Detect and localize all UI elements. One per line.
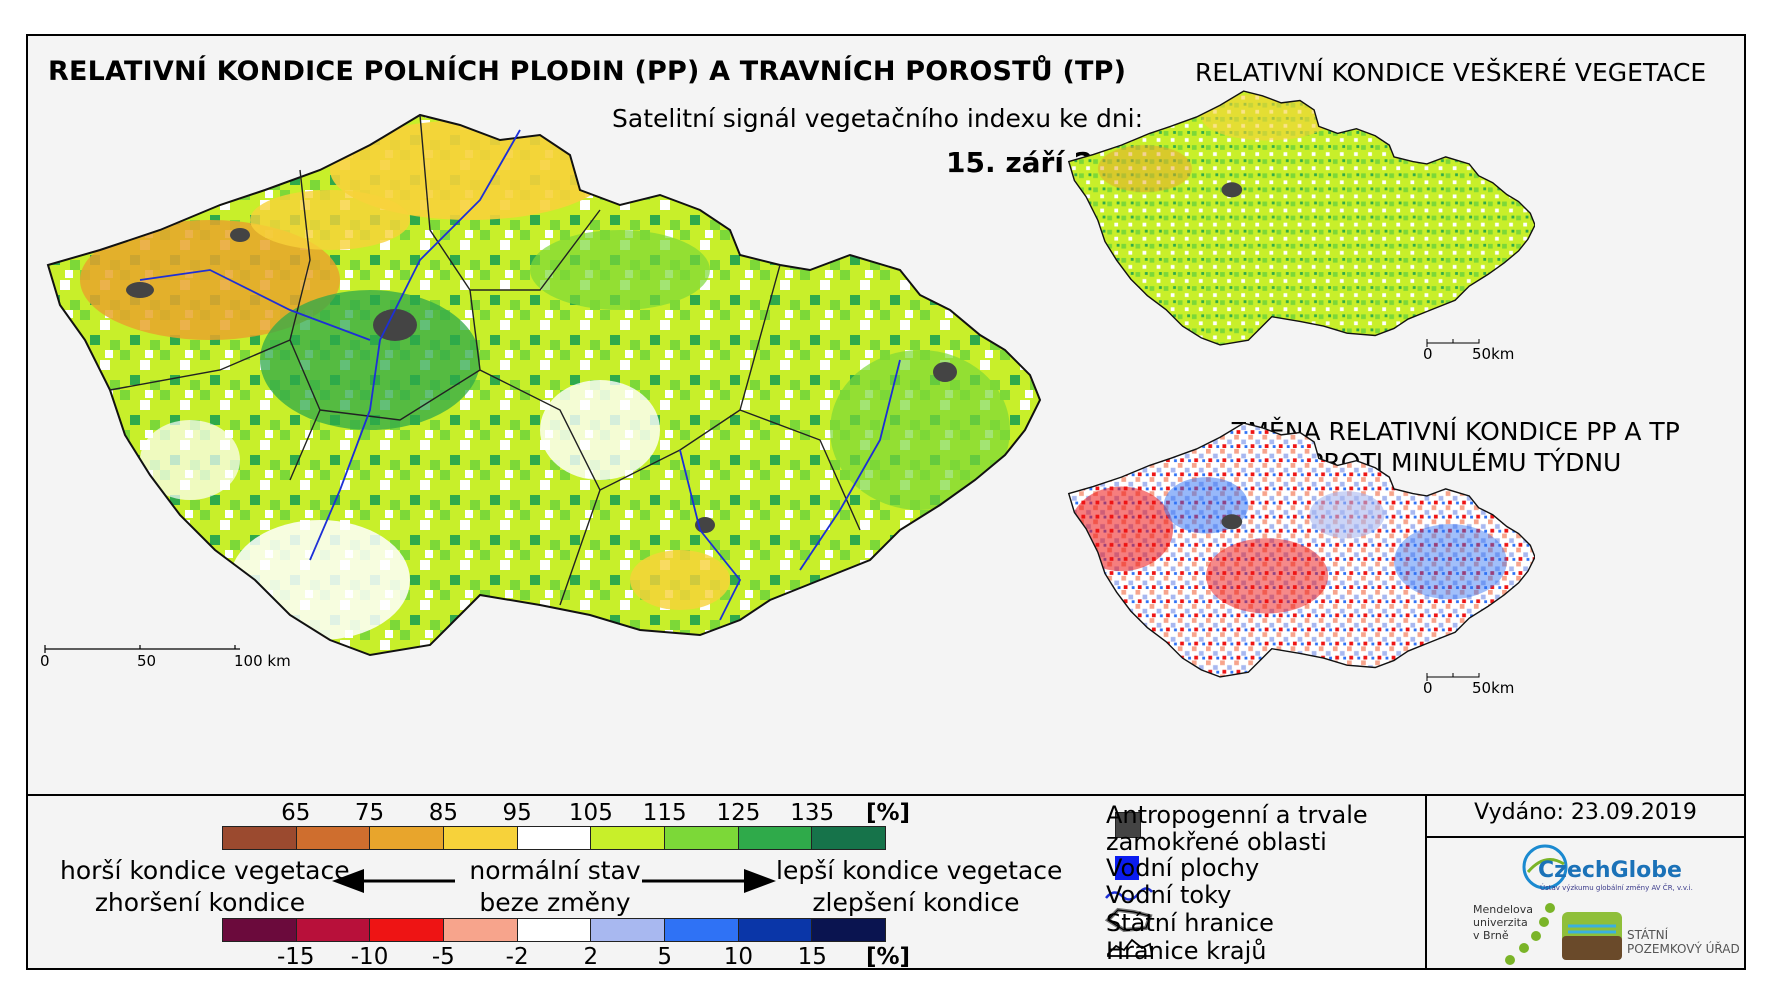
condition-swatch	[812, 827, 886, 849]
change-color-bar	[222, 918, 886, 942]
main-title: RELATIVNÍ KONDICE POLNÍCH PLODIN (PP) A …	[48, 56, 1127, 87]
condition-swatch	[296, 827, 371, 849]
change-swatch	[223, 919, 297, 941]
condition-swatch	[370, 827, 445, 849]
spu-line2: POZEMKOVÝ ÚŘAD	[1627, 942, 1740, 956]
change-swatch	[517, 919, 592, 941]
anthropogenic-label-line1: Antropogenní a trvale	[1106, 801, 1368, 829]
condition-swatch	[591, 827, 666, 849]
main-scale-0: 0	[40, 652, 50, 670]
normal-condition-label: normální stav	[469, 856, 641, 885]
inset1-scale-bar	[1426, 339, 1480, 347]
vegetation-map-title: RELATIVNÍ KONDICE VEŠKERÉ VEGETACE	[1195, 58, 1707, 87]
better-condition-label: lepší kondice vegetace	[776, 856, 1063, 885]
better-change-label: zlepšení kondice	[812, 888, 1020, 917]
main-scale-100: 100 km	[234, 652, 291, 670]
subtitle: Satelitní signál vegetačního indexu ke d…	[612, 104, 1144, 133]
inset1-scale-0: 0	[1423, 345, 1433, 363]
change-tick-label: -5	[431, 944, 455, 970]
condition-tick-label: 125	[716, 800, 761, 826]
condition-tick-label: 105	[568, 800, 613, 826]
czechglobe-logo-text: CzechGlobe	[1538, 858, 1682, 883]
region-border-icon	[1107, 938, 1154, 957]
change-tick-label: -2	[505, 944, 529, 970]
change-swatch	[812, 919, 886, 941]
condition-color-bar	[222, 826, 886, 850]
river-line-icon	[1105, 887, 1153, 901]
inset2-scale-0: 0	[1423, 679, 1433, 697]
issued-date: Vydáno: 23.09.2019	[1474, 800, 1697, 825]
spu-logo-text: STÁTNÍ POZEMKOVÝ ÚŘAD	[1627, 928, 1740, 956]
anthropogenic-label-line2: zamokřené oblasti	[1106, 828, 1327, 856]
mendel-line3: v Brně	[1473, 929, 1509, 942]
condition-tick-label: 135	[790, 800, 835, 826]
state-border-label: Státní hranice	[1106, 909, 1274, 937]
change-swatch	[591, 919, 666, 941]
condition-tick-label: 75	[354, 800, 385, 826]
vegetation-inset-map	[1068, 90, 1535, 346]
condition-tick-label: 85	[428, 800, 458, 826]
condition-swatch	[444, 827, 518, 849]
condition-tick-label: 65	[281, 800, 311, 826]
legend-divider	[26, 794, 1746, 796]
main-scale-bar	[44, 645, 240, 653]
mendel-university-logo-text: Mendelova univerzita v Brně	[1473, 903, 1533, 942]
inset2-scale-50: 50km	[1472, 679, 1515, 697]
legend-vertical-divider	[1425, 794, 1427, 970]
main-scale-50: 50	[137, 652, 157, 670]
worse-change-label: zhoršení kondice	[94, 888, 306, 917]
condition-tick-label: 115	[642, 800, 687, 826]
spu-line1: STÁTNÍ	[1627, 928, 1669, 942]
water-area-swatch	[1115, 856, 1139, 880]
main-condition-map	[44, 114, 1041, 656]
inset1-scale-50: 50km	[1472, 345, 1515, 363]
mendel-university-logo-icon	[1505, 903, 1555, 965]
no-change-label: beze změny	[479, 888, 631, 917]
czechglobe-subtitle: Ústav výzkumu globální změny AV ČR, v.v.…	[1540, 884, 1693, 892]
change-swatch	[665, 919, 739, 941]
condition-swatch	[738, 827, 813, 849]
change-swatch	[296, 919, 371, 941]
water-areas-label: Vodní plochy	[1106, 854, 1260, 882]
mendel-line2: univerzita	[1473, 916, 1528, 929]
spu-logo-icon	[1562, 912, 1622, 960]
state-border-icon	[1104, 907, 1153, 932]
issued-divider	[1425, 836, 1746, 838]
worse-condition-label: horší kondice vegetace	[60, 856, 350, 885]
condition-swatch	[517, 827, 592, 849]
anthropogenic-label: Antropogenní a trvale zamokřené oblasti	[1106, 802, 1368, 856]
change-tick-label: -10	[350, 944, 389, 970]
czechglobe-logo-icon	[1522, 844, 1568, 890]
change-tick-label: 10	[723, 944, 754, 970]
rivers-label: Vodní toky	[1106, 881, 1232, 909]
change-inset-map	[1068, 422, 1535, 678]
anthropogenic-area-swatch	[1115, 812, 1141, 838]
change-swatch	[444, 919, 518, 941]
condition-unit: [%]	[866, 800, 911, 826]
change-tick-label: 15	[797, 944, 827, 970]
condition-tick-label: 95	[502, 800, 532, 826]
change-unit: [%]	[866, 944, 911, 970]
change-swatch	[738, 919, 813, 941]
mendel-line1: Mendelova	[1473, 903, 1534, 916]
condition-swatch	[665, 827, 739, 849]
right-arrow-icon	[642, 869, 776, 893]
change-swatch	[370, 919, 445, 941]
change-tick-label: 2	[583, 944, 599, 970]
region-border-label: Hranice krajů	[1106, 937, 1267, 965]
change-tick-label: -15	[276, 944, 315, 970]
inset2-scale-bar	[1426, 673, 1480, 681]
left-arrow-icon	[332, 869, 455, 893]
condition-swatch	[223, 827, 297, 849]
change-tick-label: 5	[657, 944, 672, 970]
